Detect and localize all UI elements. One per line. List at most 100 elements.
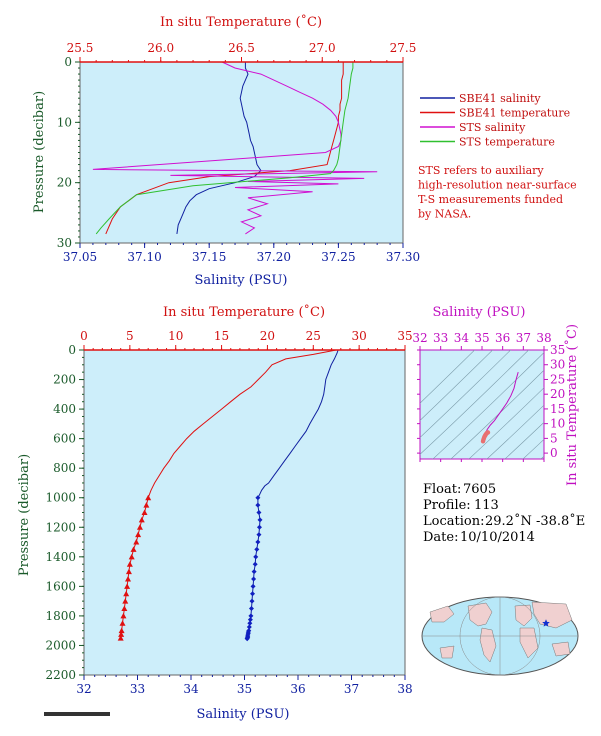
- top-temperature-axis-label: In situ Temperature (˚C): [160, 14, 322, 30]
- ts-salinity-tick-label: 36: [495, 331, 510, 345]
- ts-salinity-tick-label: 37: [516, 331, 531, 345]
- bottom-pressure-tick-label: 1200: [45, 520, 76, 534]
- ts-density-contours: [420, 350, 544, 459]
- salinity-marker: [248, 613, 254, 619]
- bottom-series-salinity: [257, 349, 339, 498]
- temperature-marker: [118, 631, 125, 637]
- top-chart-series: [92, 61, 378, 235]
- bottom-temperature-tick-label: 10: [168, 329, 183, 343]
- temperature-marker: [138, 516, 145, 523]
- ts-temperature-axis-label: In situ Temperature (˚C): [564, 324, 580, 486]
- top-chart: 25.5 26.0 26.5 27.0 27.5 37.05 37.10 37.15 37.20…: [32, 14, 577, 288]
- bottom-temperature-tick-label: 20: [260, 329, 275, 343]
- temperature-marker: [136, 524, 143, 530]
- salinity-marker: [250, 591, 256, 597]
- top-temperature-tick-label: 26.5: [228, 41, 255, 55]
- top-salinity-axis-label: Salinity (PSU): [195, 273, 288, 288]
- top-temperature-tick-label: 25.5: [67, 41, 94, 55]
- top-chart-axes: 25.5 26.0 26.5 27.0 27.5 37.05 37.10 37.15 37.20…: [57, 41, 420, 264]
- temperature-marker: [117, 635, 124, 641]
- salinity-marker: [247, 620, 253, 626]
- top-pressure-tick-label: 0: [64, 55, 72, 69]
- date-value: 10/10/2014: [460, 530, 535, 545]
- top-salinity-tick-label: 37.10: [127, 250, 161, 264]
- legend-label: STS salinity: [459, 121, 526, 134]
- density-contour: [468, 387, 544, 459]
- density-contour: [432, 352, 544, 459]
- location-label: Location:: [423, 514, 484, 529]
- bottom-pressure-tick-label: 1000: [45, 491, 76, 505]
- salinity-marker: [253, 554, 259, 560]
- bottom-pressure-tick-label: 400: [53, 402, 76, 416]
- ts-temperature-tick-label: 15: [550, 402, 565, 416]
- temperature-marker: [118, 627, 125, 634]
- salinity-marker: [247, 617, 253, 623]
- top-series-sbe41-temperature: [105, 62, 344, 235]
- sts-note-line: by NASA.: [418, 208, 471, 221]
- ts-temperature-tick-label: 20: [550, 387, 565, 401]
- map-land: [429, 601, 573, 663]
- float-value: 7605: [463, 482, 496, 497]
- profile-label: Profile:: [423, 498, 471, 513]
- bottom-temperature-tick-label: 15: [214, 329, 229, 343]
- temperature-marker: [122, 598, 129, 604]
- ts-temperature-tick-label: 25: [550, 372, 565, 386]
- salinity-marker: [256, 532, 262, 538]
- salinity-marker: [248, 606, 254, 612]
- ts-temperature-tick-label: 5: [550, 431, 558, 445]
- bottom-chart-series: [117, 349, 339, 642]
- bottom-pressure-tick-label: 600: [53, 432, 76, 446]
- top-series-sts-salinity: [92, 61, 378, 235]
- date-label: Date:: [423, 530, 458, 545]
- bottom-chart: 0 5 10 15 20 25 30 35 32 33 34 35 36 37 38 0 200 400 600 80…: [17, 304, 413, 722]
- ts-temperature-tick-label: 35: [550, 343, 565, 357]
- ts-marker: [485, 430, 491, 435]
- bottom-salinity-tick-label: 32: [76, 682, 91, 696]
- sts-note-line: STS refers to auxiliary: [418, 164, 544, 177]
- salinity-marker: [255, 502, 261, 508]
- salinity-marker: [256, 510, 262, 515]
- ts-salinity-tick-label: 32: [412, 331, 427, 345]
- top-pressure-tick-label: 20: [57, 176, 72, 190]
- temperature-marker: [123, 590, 130, 597]
- sts-note: STS refers to auxiliary high-resolution n…: [418, 164, 577, 221]
- salinity-marker: [251, 569, 257, 575]
- density-contour: [420, 350, 512, 438]
- float-label: Float:: [423, 482, 461, 497]
- sts-note-line: T-S measurements funded: [418, 193, 563, 206]
- temperature-marker: [125, 575, 132, 582]
- temperature-marker: [128, 553, 135, 560]
- top-pressure-tick-label: 10: [57, 115, 72, 129]
- float-info: Float: 7605 Profile: 113 Location: 29.2˚…: [423, 482, 585, 545]
- footer-credit-mark: [44, 712, 110, 716]
- ts-temperature-tick-label: 10: [550, 417, 565, 431]
- bottom-pressure-tick-label: 1600: [45, 579, 76, 593]
- ts-salinity-axis-label: Salinity (PSU): [433, 305, 526, 320]
- profile-value: 113: [474, 498, 499, 513]
- bottom-pressure-tick-label: 1800: [45, 609, 76, 623]
- bottom-salinity-tick-label: 33: [130, 682, 145, 696]
- bottom-temperature-tick-label: 30: [352, 329, 367, 343]
- top-series-sbe41-salinity: [176, 62, 262, 234]
- salinity-marker: [257, 517, 263, 523]
- density-contour: [420, 350, 494, 421]
- bottom-salinity-tick-label: 37: [344, 682, 359, 696]
- temperature-marker: [124, 583, 131, 589]
- temperature-marker: [121, 605, 128, 612]
- ts-temperature-tick-label: 30: [550, 358, 565, 372]
- salinity-marker: [256, 524, 262, 530]
- ts-salinity-tick-label: 34: [454, 331, 470, 345]
- salinity-marker: [255, 539, 261, 545]
- location-value: 29.2˚N -38.8˚E: [485, 513, 585, 529]
- ts-salinity-tick-label: 35: [474, 331, 489, 345]
- bottom-pressure-tick-label: 200: [53, 373, 76, 387]
- bottom-temperature-tick-label: 5: [126, 329, 134, 343]
- temperature-marker: [145, 494, 152, 501]
- bottom-series-temperature: [147, 349, 337, 498]
- salinity-marker: [249, 598, 255, 604]
- ts-salinity-tick-label: 33: [433, 331, 448, 345]
- temperature-marker: [125, 568, 132, 575]
- temperature-marker: [130, 546, 137, 552]
